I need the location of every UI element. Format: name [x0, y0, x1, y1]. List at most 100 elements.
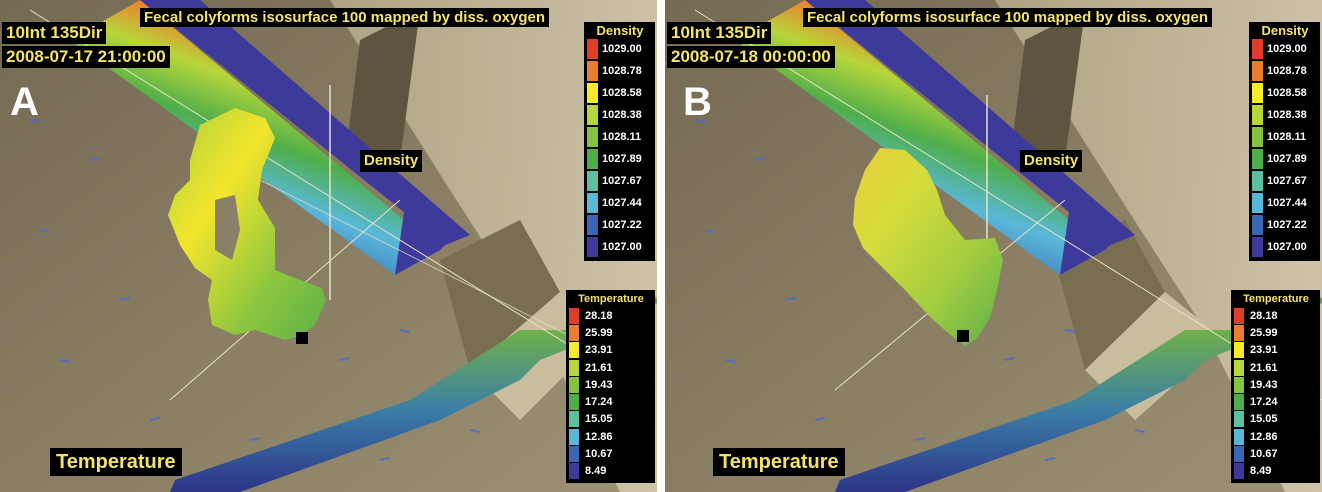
- temperature-legend-title: Temperature: [1243, 293, 1309, 305]
- legend-entry: 19.43: [569, 376, 653, 393]
- color-swatch: [1234, 359, 1244, 376]
- legend-value: 1028.38: [1267, 109, 1307, 121]
- legend-value: 23.91: [1250, 344, 1278, 357]
- color-swatch: [569, 376, 579, 393]
- density-legend-entries: 1029.00 1028.78 1028.58 1028.38 1028.11 1027.…: [1252, 38, 1318, 258]
- legend-value: 17.24: [585, 396, 613, 409]
- legend-entry: 12.86: [1234, 428, 1318, 445]
- legend-value: 15.05: [585, 413, 613, 426]
- legend-entry: 28.18: [1234, 307, 1318, 324]
- legend-entry: 1027.89: [1252, 148, 1318, 170]
- scene-3d-view: [665, 0, 1322, 492]
- legend-entry: 1028.11: [1252, 126, 1318, 148]
- color-swatch: [1252, 83, 1263, 103]
- legend-entry: 28.18: [569, 307, 653, 324]
- color-swatch: [569, 428, 579, 445]
- color-swatch: [1252, 127, 1263, 147]
- legend-value: 28.18: [585, 309, 613, 322]
- panel-letter: B: [683, 80, 712, 124]
- figure-title: Fecal colyforms isosurface 100 mapped by…: [803, 8, 1212, 27]
- legend-entry: 1027.44: [1252, 192, 1318, 214]
- legend-entry: 1029.00: [587, 38, 653, 60]
- timestamp: 2008-07-18 00:00:00: [667, 46, 835, 68]
- legend-value: 1028.78: [1267, 65, 1307, 77]
- legend-entry: 15.05: [1234, 411, 1318, 428]
- legend-value: 1027.89: [602, 153, 642, 165]
- legend-entry: 1028.58: [587, 82, 653, 104]
- legend-value: 21.61: [585, 361, 613, 374]
- legend-entry: 1027.44: [587, 192, 653, 214]
- legend-value: 1028.58: [602, 87, 642, 99]
- color-swatch: [1234, 463, 1244, 480]
- legend-value: 1027.67: [1267, 175, 1307, 187]
- color-swatch: [1234, 446, 1244, 463]
- temperature-legend-entries: 28.18 25.99 23.91 21.61 19.43 17.24 15.05 12.86…: [1234, 307, 1318, 480]
- color-swatch: [569, 411, 579, 428]
- legend-entry: 1028.58: [1252, 82, 1318, 104]
- color-swatch: [569, 359, 579, 376]
- legend-value: 1027.22: [1267, 219, 1307, 231]
- color-swatch: [1252, 215, 1263, 235]
- color-swatch: [1234, 342, 1244, 359]
- scene-3d-view: [0, 0, 657, 492]
- legend-entry: 1028.78: [1252, 60, 1318, 82]
- legend-entry: 1027.89: [587, 148, 653, 170]
- color-swatch: [1234, 394, 1244, 411]
- legend-value: 1028.58: [1267, 87, 1307, 99]
- legend-value: 15.05: [1250, 413, 1278, 426]
- legend-value: 1028.11: [602, 131, 642, 143]
- legend-value: 1027.67: [602, 175, 642, 187]
- legend-entry: 8.49: [1234, 463, 1318, 480]
- legend-value: 1027.89: [1267, 153, 1307, 165]
- legend-entry: 25.99: [569, 324, 653, 341]
- color-swatch: [569, 342, 579, 359]
- legend-value: 1028.78: [602, 65, 642, 77]
- legend-entry: 12.86: [569, 428, 653, 445]
- color-swatch: [1252, 193, 1263, 213]
- legend-entry: 25.99: [1234, 324, 1318, 341]
- legend-entry: 1028.11: [587, 126, 653, 148]
- legend-value: 23.91: [585, 344, 613, 357]
- legend-value: 25.99: [585, 326, 613, 339]
- legend-entry: 1027.22: [587, 214, 653, 236]
- color-swatch: [1252, 39, 1263, 59]
- color-swatch: [569, 307, 579, 324]
- temperature-slice-label: Temperature: [50, 448, 182, 476]
- legend-value: 1028.11: [1267, 131, 1307, 143]
- legend-value: 1027.44: [1267, 197, 1307, 209]
- legend-value: 1029.00: [1267, 43, 1307, 55]
- density-legend: Density 1029.00 1028.78 1028.58 1028.38 1028…: [1249, 22, 1320, 261]
- timestamp: 2008-07-17 21:00:00: [2, 46, 170, 68]
- legend-entry: 23.91: [569, 342, 653, 359]
- legend-value: 1029.00: [602, 43, 642, 55]
- legend-entry: 1027.00: [587, 236, 653, 258]
- legend-value: 8.49: [1250, 465, 1272, 478]
- density-legend-title: Density: [596, 23, 644, 38]
- color-swatch: [587, 215, 598, 235]
- legend-entry: 23.91: [1234, 342, 1318, 359]
- panel-b: Fecal colyforms isosurface 100 mapped by…: [665, 0, 1322, 492]
- color-swatch: [587, 61, 598, 81]
- color-swatch: [569, 324, 579, 341]
- color-swatch: [1252, 149, 1263, 169]
- color-swatch: [1252, 105, 1263, 125]
- legend-value: 25.99: [1250, 326, 1278, 339]
- color-swatch: [587, 127, 598, 147]
- legend-entry: 1027.67: [1252, 170, 1318, 192]
- panel-letter: A: [10, 80, 39, 124]
- color-swatch: [587, 171, 598, 191]
- run-label: 10Int 135Dir: [2, 22, 107, 44]
- color-swatch: [1252, 61, 1263, 81]
- legend-value: 1027.00: [1267, 241, 1307, 253]
- legend-entry: 1027.67: [587, 170, 653, 192]
- legend-value: 19.43: [585, 378, 613, 391]
- legend-value: 28.18: [1250, 309, 1278, 322]
- legend-entry: 21.61: [1234, 359, 1318, 376]
- color-swatch: [1234, 307, 1244, 324]
- legend-entry: 1027.00: [1252, 236, 1318, 258]
- legend-entry: 17.24: [1234, 393, 1318, 411]
- color-swatch: [587, 39, 598, 59]
- legend-value: 19.43: [1250, 378, 1278, 391]
- legend-value: 17.24: [1250, 396, 1278, 409]
- legend-value: 1027.00: [602, 241, 642, 253]
